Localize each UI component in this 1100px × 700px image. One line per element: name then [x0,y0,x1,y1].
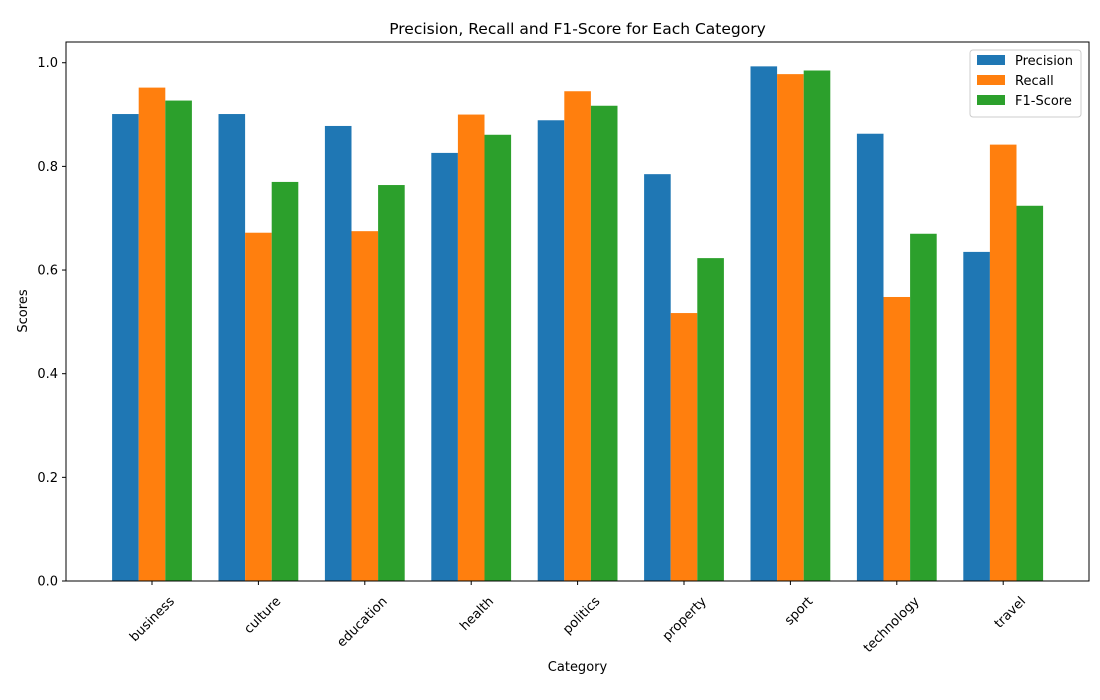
x-axis-label: Category [548,660,608,675]
bar-precision-health [431,152,458,581]
bar-precision-education [324,125,352,582]
y-tick-label: 1.0 [37,56,58,71]
bar-f1-score-property [697,258,724,581]
bar-f1-score-business [165,100,192,581]
bar-recall-technology [883,296,911,581]
bar-precision-property [644,174,671,581]
x-tick-label-business: business [127,594,178,645]
y-tick-label: 0.6 [37,264,58,279]
bar-precision-sport [750,66,778,582]
bar-f1-score-health [484,134,512,581]
chart-title: Precision, Recall and F1-Score for Each … [389,20,766,38]
x-tick-label-property: property [660,594,710,644]
x-tick-label-technology: technology [861,594,923,656]
legend-swatch-f1-score [977,95,1005,105]
bar-precision-culture [218,114,246,581]
bar-recall-travel [989,144,1017,581]
bar-recall-culture [245,232,272,581]
legend-swatch-recall [977,75,1005,85]
bar-recall-business [138,87,166,582]
bar-precision-technology [856,133,884,582]
y-tick-label: 0.2 [37,471,58,486]
y-axis-label: Scores [16,289,31,332]
y-tick-label: 0.4 [37,367,58,382]
bar-f1-score-technology [910,233,937,581]
bar-f1-score-sport [803,70,831,581]
x-tick-label-sport: sport [782,594,816,628]
y-axis-ticks: 0.0 0.2 0.4 0.6 0.8 1.0 [37,56,66,590]
x-tick-label-education: education [334,594,390,650]
bar-f1-score-culture [271,181,299,581]
x-tick-label-travel: travel [992,594,1029,631]
bar-recall-health [457,114,485,581]
bars-group [112,66,1044,582]
bar-precision-politics [537,120,565,581]
legend-label-precision: Precision [1015,54,1073,69]
x-tick-label-culture: culture [242,594,285,637]
bar-f1-score-politics [590,105,618,581]
x-axis-ticks: business culture education health politics pr… [127,581,1029,656]
y-tick-label: 0.8 [37,160,58,175]
bar-f1-score-travel [1016,205,1044,581]
bar-recall-politics [564,91,591,582]
plot-frame [65,41,1090,582]
bar-precision-travel [963,251,990,581]
bar-precision-business [112,114,139,581]
y-tick-label: 0.0 [37,575,58,590]
bar-recall-property [670,313,698,581]
bar-recall-sport [777,74,804,581]
x-tick-label-health: health [457,594,497,634]
legend-label-f1-score: F1-Score [1015,94,1072,109]
legend: Precision Recall F1-Score [969,49,1082,118]
bar-recall-education [351,231,379,582]
bar-f1-score-education [378,185,405,582]
legend-label-recall: Recall [1015,74,1054,89]
legend-swatch-precision [977,55,1005,65]
x-tick-label-politics: politics [560,594,603,637]
